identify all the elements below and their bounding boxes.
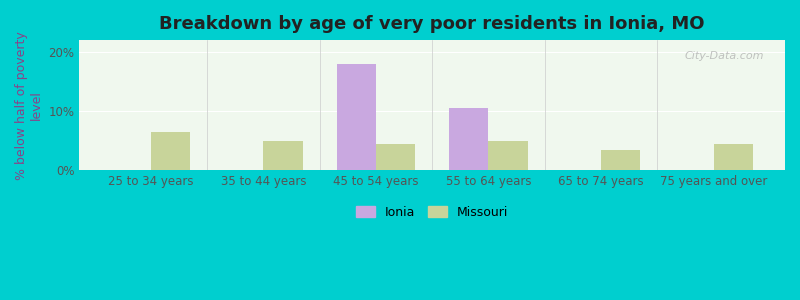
- Bar: [263, 141, 302, 170]
- Text: City-Data.com: City-Data.com: [684, 50, 764, 61]
- Bar: [337, 64, 376, 170]
- Bar: [714, 144, 753, 170]
- Y-axis label: % below half of poverty
level: % below half of poverty level: [15, 31, 43, 179]
- Legend: Ionia, Missouri: Ionia, Missouri: [356, 206, 508, 219]
- Bar: [601, 149, 640, 170]
- Bar: [376, 144, 415, 170]
- Bar: [151, 132, 190, 170]
- Bar: [449, 107, 489, 170]
- Bar: [489, 141, 528, 170]
- Title: Breakdown by age of very poor residents in Ionia, MO: Breakdown by age of very poor residents …: [159, 15, 705, 33]
